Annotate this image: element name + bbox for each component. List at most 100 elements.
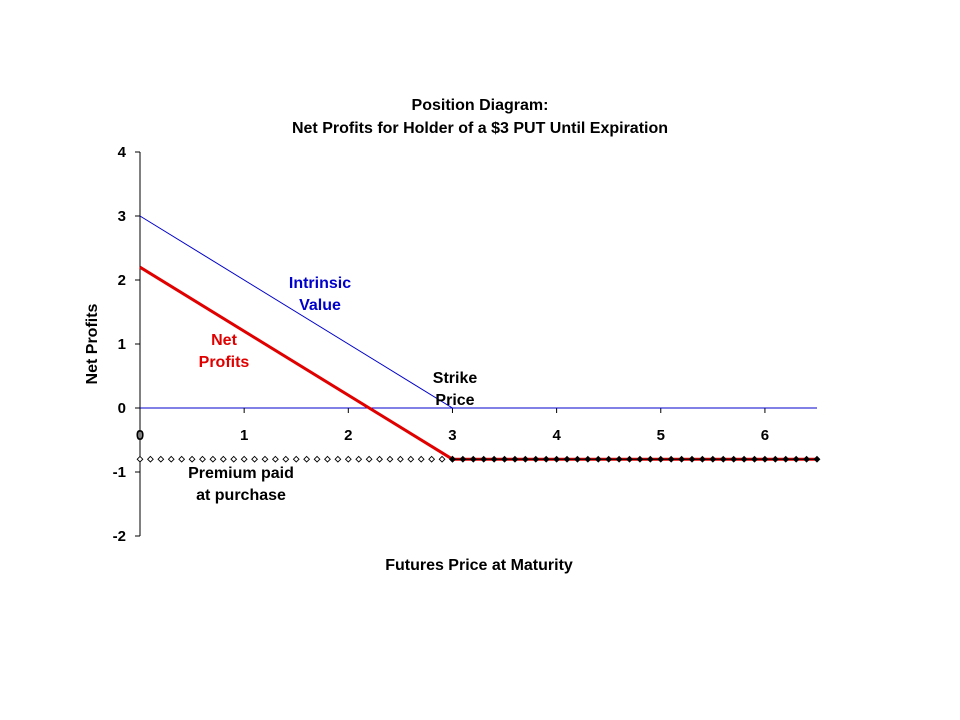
net-profits-label-line-1: Net [211,332,237,349]
premium_hollow-marker [240,455,248,463]
strike-price-label-line-1: Strike [433,370,478,387]
premium_hollow-marker [219,455,227,463]
x-tick-label: 5 [657,427,665,444]
premium_filled-marker [594,455,602,463]
intrinsic-value-annotation: Intrinsic Value [289,275,351,314]
tick-labels: 4 3 2 1 0 -1 -2 0 1 2 3 4 5 6 [113,144,769,545]
chart-title-line-2: Net Profits for Holder of a $3 PUT Until… [292,120,668,137]
premium_hollow-marker [417,455,425,463]
y-tick-label: 2 [118,272,126,289]
x-tick-label: 4 [552,427,561,444]
premium_hollow-marker [355,455,363,463]
premium_hollow-marker [344,455,352,463]
premium_hollow-marker [136,455,144,463]
premium_filled-marker [730,455,738,463]
premium_hollow-marker [292,455,300,463]
premium_filled-marker [782,455,790,463]
y-tick-label: 3 [118,208,126,225]
premium_hollow-marker [167,455,175,463]
premium_hollow-marker [178,455,186,463]
premium_filled-marker [636,455,644,463]
premium_filled-marker [615,455,623,463]
premium_filled-marker [813,455,821,463]
premium_filled-marker [719,455,727,463]
premium_hollow-marker [324,455,331,463]
premium_filled-marker [449,455,456,463]
premium_filled-marker [657,455,665,463]
y-axis-label: Net Profits [84,303,101,384]
y-tick-label: 0 [118,400,126,417]
premium_hollow-marker [438,455,446,463]
premium-paid-label-line-2: at purchase [196,487,286,504]
premium_hollow-marker [313,455,321,463]
premium_hollow-marker [386,455,394,463]
premium_hollow-marker [199,455,206,463]
premium_filled-marker [553,455,561,463]
net-profits-label-line-2: Profits [199,354,250,371]
premium_filled-marker [532,455,540,463]
y-tick-label: 4 [118,144,127,161]
x-tick-label: 1 [240,427,248,444]
premium_filled-marker [761,455,769,463]
x-tick-label: 0 [136,427,144,444]
premium_filled-marker [490,455,498,463]
premium_filled-marker [605,455,613,463]
y-tick-label: 1 [118,336,126,353]
premium_hollow-marker [303,455,311,463]
premium_filled-marker [626,455,633,463]
premium_hollow-marker [188,455,196,463]
premium_filled-marker [584,455,592,463]
premium_hollow-marker [396,455,404,463]
strike-price-label-line-2: Price [435,392,474,409]
intrinsic-value-label-line-1: Intrinsic [289,275,351,292]
premium_filled-marker [740,455,748,463]
premium_hollow-marker [376,455,383,463]
premium_filled-marker [698,455,706,463]
premium_hollow-marker [146,455,154,463]
premium-paid-label-line-1: Premium paid [188,465,294,482]
premium_hollow-marker [261,455,269,463]
premium_filled-marker [646,455,654,463]
premium_hollow-marker [230,455,238,463]
premium_hollow-marker [334,455,342,463]
premium_hollow-marker [365,455,373,463]
series-layer [136,215,821,463]
premium_filled-marker [469,455,477,463]
premium_filled-marker [709,455,717,463]
premium-paid-annotation: Premium paid at purchase [188,465,294,504]
premium_hollow-marker [271,455,279,463]
chart-title-line-1: Position Diagram: [412,97,549,114]
x-tick-label: 3 [448,427,456,444]
x-tick-label: 2 [344,427,352,444]
premium_hollow-marker [157,455,165,463]
premium_filled-marker [678,455,686,463]
strike-price-annotation: Strike Price [433,370,478,409]
premium_filled-marker [459,455,467,463]
premium_filled-marker [480,455,488,463]
intrinsic-value-label-line-2: Value [299,297,341,314]
premium_hollow-marker [251,455,259,463]
intrinsic-line [139,215,817,409]
premium_filled-marker [688,455,696,463]
net-profits-annotation: Net Profits [199,332,250,371]
premium_filled-marker [501,455,508,463]
premium_filled-marker [792,455,800,463]
premium_filled-marker [803,455,811,463]
y-tick-label: -2 [113,528,126,545]
premium_filled-marker [751,455,758,463]
y-tick-label: -1 [113,464,126,481]
premium_hollow-marker [282,455,290,463]
premium_filled-marker [574,455,581,463]
premium_filled-marker [511,455,519,463]
premium_filled-marker [667,455,675,463]
premium_filled-marker [771,455,779,463]
premium_hollow-marker [407,455,415,463]
x-axis-label: Futures Price at Maturity [385,557,573,574]
premium_hollow-marker [209,455,217,463]
premium_filled-marker [542,455,550,463]
x-tick-label: 6 [761,427,769,444]
premium_filled-marker [563,455,571,463]
premium_filled-marker [521,455,529,463]
premium_hollow-marker [428,455,436,463]
